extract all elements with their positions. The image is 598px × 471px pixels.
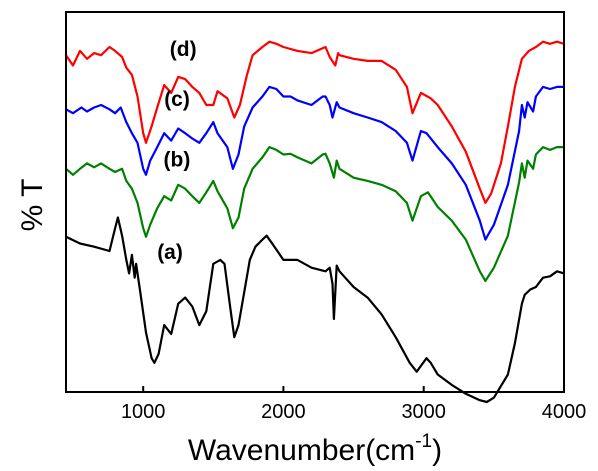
x-axis-label: Wavenumber(cm-1) (188, 431, 442, 467)
x-tick-label-2000: 2000 (261, 401, 306, 423)
x-tick-label-4000: 4000 (542, 401, 587, 423)
series-label-a: (a) (157, 241, 183, 264)
series-label-d: (d) (170, 38, 197, 61)
x-tick-layer: 1000 2000 3000 4000 (121, 386, 586, 423)
series-label-c: (c) (164, 88, 190, 111)
series-label-b: (b) (164, 148, 191, 171)
series-line-a (64, 216, 566, 404)
series-layer (64, 40, 566, 404)
plot-frame (65, 11, 565, 393)
y-axis-label: % T (16, 179, 49, 232)
series-line-c (64, 85, 566, 241)
series-line-d (64, 40, 566, 204)
x-axis-label-superscript: -1 (415, 431, 432, 452)
series-label-layer: (a) (b) (c) (d) (157, 38, 196, 264)
x-tick-label-3000: 3000 (401, 401, 446, 423)
x-axis-label-main: Wavenumber(cm (188, 434, 415, 467)
x-axis-label-close: ) (432, 434, 442, 467)
x-tick-label-1000: 1000 (121, 401, 166, 423)
series-line-b (64, 146, 566, 282)
